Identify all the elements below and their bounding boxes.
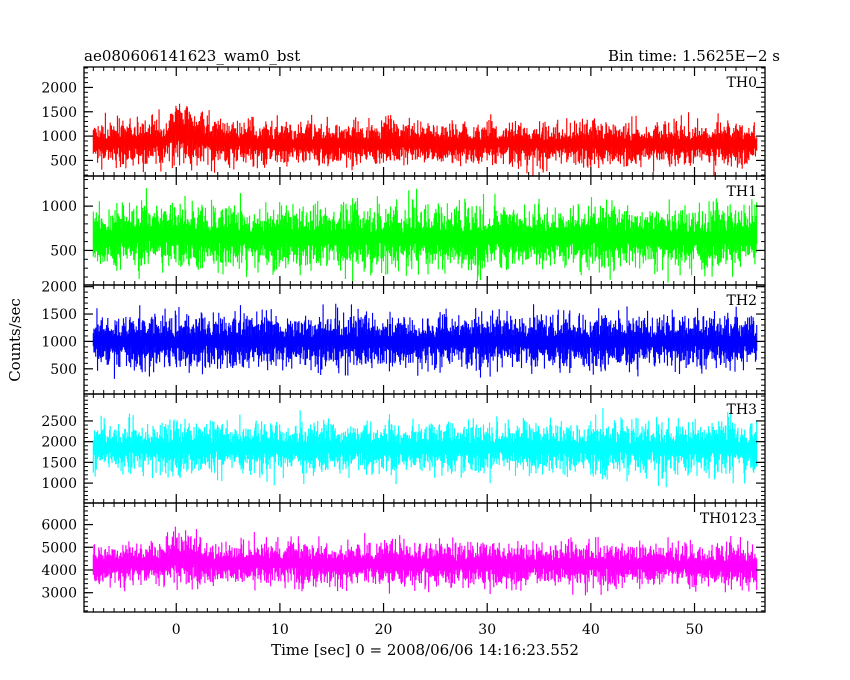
- y-tick-label: 4000: [41, 563, 77, 579]
- y-tick-label: 1500: [41, 307, 77, 323]
- y-tick-label: 1000: [41, 334, 77, 350]
- panel-th1: 500 1000 TH1: [41, 175, 766, 286]
- y-tick-label: 5000: [41, 540, 77, 556]
- y-tick-label: 6000: [41, 518, 77, 534]
- y-tick-label: 500: [50, 243, 77, 259]
- bin-time-label: Bin time: 1.5625E−2 s: [608, 47, 780, 65]
- x-tick-label: 20: [375, 622, 393, 638]
- y-tick-label: 500: [50, 362, 77, 378]
- panel-th2: 500 1000 1500 2000 TH2: [41, 280, 766, 395]
- panel-label: TH0: [727, 75, 757, 91]
- y-tick-label: 1000: [41, 199, 77, 215]
- x-tick-label: 50: [686, 622, 704, 638]
- panel-label: TH1: [727, 184, 757, 200]
- panel-label: TH0123: [700, 511, 757, 527]
- x-tick-label: 40: [582, 622, 600, 638]
- series-th3: [92, 408, 758, 488]
- y-tick-label: 1000: [41, 129, 77, 145]
- x-tick-label: 10: [271, 622, 289, 638]
- y-tick-label: 2500: [41, 414, 77, 430]
- panel-th0123: 3000 4000 5000 6000 TH0123: [41, 502, 766, 613]
- y-tick-label: 2000: [41, 80, 77, 96]
- y-axis-label: Counts/sec: [6, 298, 24, 382]
- y-tick-label: 1000: [41, 476, 77, 492]
- series-th1: [92, 188, 758, 285]
- panel-th0: 500 1000 1500 2000 TH0: [41, 66, 766, 177]
- x-tick-label: 0: [172, 622, 181, 638]
- y-tick-label: 2000: [41, 435, 77, 451]
- series-th0: [92, 103, 758, 176]
- panel-th3: 1000 1500 2000 2500 TH3: [41, 393, 766, 504]
- panel-frame: [83, 502, 766, 613]
- x-axis-label: Time [sec] 0 = 2008/06/06 14:16:23.552: [271, 641, 579, 659]
- chart-title: ae080606141623_wam0_bst: [84, 47, 300, 65]
- y-tick-label: 1500: [41, 455, 77, 471]
- panel-label: TH3: [727, 402, 757, 418]
- panel-label: TH2: [727, 293, 757, 309]
- y-tick-label: 500: [50, 153, 77, 169]
- y-tick-label: 1500: [41, 105, 77, 121]
- y-tick-label: 2000: [41, 280, 77, 296]
- x-tick-label: 30: [478, 622, 496, 638]
- series-th0123: [92, 526, 758, 596]
- y-tick-label: 3000: [41, 586, 77, 602]
- series-th2: [92, 303, 758, 379]
